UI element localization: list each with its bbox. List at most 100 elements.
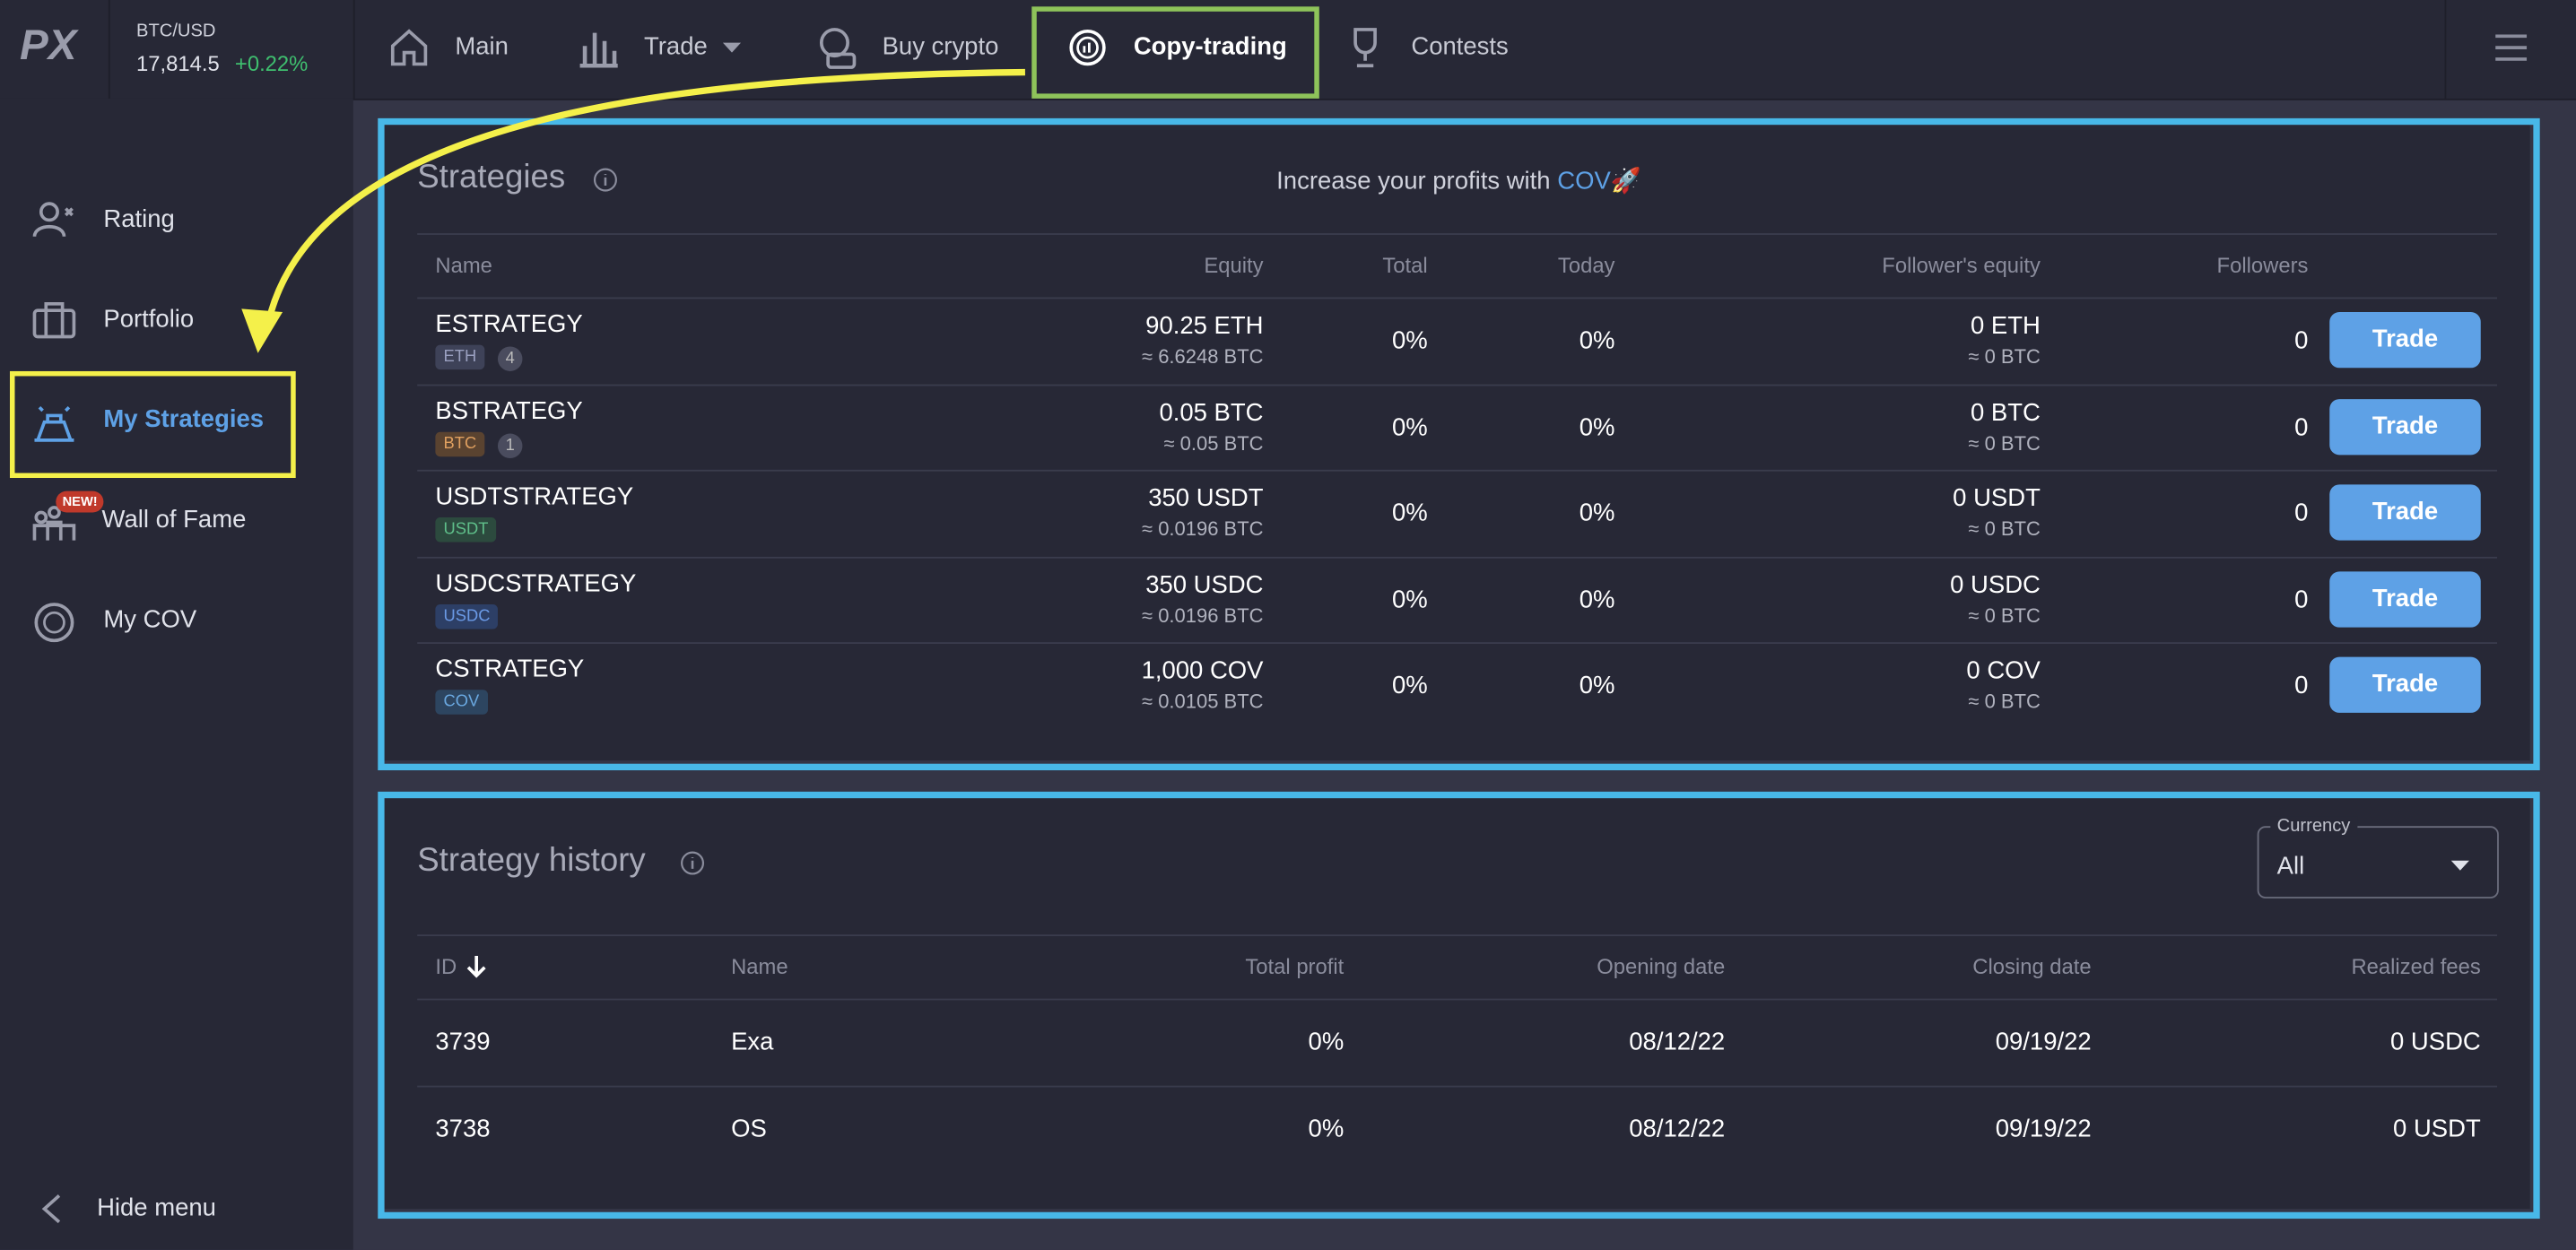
column-header: Closing date — [1972, 954, 2092, 979]
column-header: Name — [731, 954, 788, 979]
buy-icon — [819, 28, 857, 69]
count-badge: 4 — [497, 346, 523, 371]
equity: 350 USDT — [1148, 484, 1264, 513]
trade-button[interactable]: Trade — [2329, 398, 2481, 455]
cup-icon — [1353, 28, 1377, 68]
strategy-name[interactable]: USDTSTRATEGY — [435, 482, 634, 511]
info-icon — [681, 851, 705, 875]
promo-icon: 🚀 — [1610, 167, 1642, 195]
history-opening-date: 08/12/22 — [1629, 1114, 1726, 1142]
followers: 0 — [2294, 585, 2309, 614]
chart-icon — [579, 32, 618, 68]
column-header: Follower's equity — [1882, 253, 2041, 278]
history-id: 3738 — [435, 1114, 491, 1142]
follower-equity: 0 COV — [1966, 656, 2041, 685]
divider — [2444, 0, 2447, 99]
history-opening-date: 08/12/22 — [1629, 1028, 1726, 1056]
equity-btc: ≈ 0.0196 BTC — [1142, 516, 1264, 541]
row-divider — [417, 297, 2498, 299]
strategy-name[interactable]: CSTRATEGY — [435, 655, 585, 683]
sidebar-item[interactable]: Portfolio — [103, 305, 195, 334]
hide-menu[interactable]: Hide menu — [97, 1194, 216, 1222]
table-divider — [417, 233, 2498, 235]
nav-item[interactable]: Contests — [1411, 32, 1509, 61]
column-header: Total profit — [1245, 954, 1345, 979]
home-icon — [390, 29, 428, 66]
history-id: 3739 — [435, 1028, 491, 1056]
divider — [352, 0, 355, 99]
strategy-name[interactable]: BSTRATEGY — [435, 396, 583, 425]
currency-tag: COV — [435, 690, 488, 715]
total: 0% — [1391, 585, 1428, 614]
info-icon — [593, 168, 617, 192]
column-header: Total — [1382, 253, 1428, 278]
menu-icon[interactable] — [2495, 34, 2528, 61]
currency-tag: USDC — [435, 603, 499, 629]
nav-item[interactable]: Trade — [643, 32, 708, 61]
currency-tag: BTC — [435, 430, 485, 456]
total: 0% — [1391, 412, 1428, 441]
followers: 0 — [2294, 412, 2309, 441]
rating-icon — [32, 202, 74, 238]
history-name: Exa — [731, 1028, 774, 1056]
strategies-panel — [384, 125, 2530, 761]
today: 0% — [1579, 499, 1615, 527]
sidebar-item[interactable]: My COV — [103, 605, 197, 635]
sidebar-item[interactable]: Rating — [103, 204, 175, 234]
top-bar — [0, 0, 2576, 100]
trade-button[interactable]: Trade — [2329, 656, 2481, 713]
trade-button[interactable]: Trade — [2329, 312, 2481, 369]
strategy-name[interactable]: USDCSTRATEGY — [435, 569, 637, 597]
follower-equity: 0 BTC — [1971, 398, 2041, 427]
row-divider — [417, 383, 2498, 386]
caret-icon — [2450, 860, 2469, 871]
history-name: OS — [731, 1114, 767, 1142]
equity: 0.05 BTC — [1159, 398, 1264, 427]
promo-link[interactable]: COV — [1557, 167, 1611, 195]
highlight-box — [378, 117, 2540, 771]
currency-value: All — [2276, 852, 2305, 881]
new-badge: NEW! — [56, 490, 104, 513]
trade-button[interactable]: Trade — [2329, 484, 2481, 541]
column-header: Name — [435, 253, 492, 278]
followers: 0 — [2294, 326, 2309, 355]
total: 0% — [1391, 672, 1428, 700]
caret-icon — [722, 42, 742, 53]
logo[interactable]: PX — [19, 19, 77, 69]
cov-icon — [34, 603, 74, 643]
strategy-name[interactable]: ESTRATEGY — [435, 310, 583, 339]
history-closing-date: 09/19/22 — [1995, 1028, 2092, 1056]
ticker-price: 17,814.5 — [136, 50, 220, 76]
today: 0% — [1579, 585, 1615, 614]
panel-title: Strategies — [417, 159, 566, 195]
count-badge: 1 — [497, 432, 523, 458]
nav-item[interactable]: Buy crypto — [882, 32, 999, 61]
sidebar-item[interactable]: Wall of Fame — [101, 506, 247, 534]
column-header[interactable]: ID — [435, 954, 457, 979]
nav-item[interactable]: Main — [455, 32, 509, 61]
column-header: Opening date — [1597, 954, 1726, 979]
highlight-box — [378, 791, 2540, 1220]
sort-icon[interactable] — [466, 956, 486, 979]
currency-tag: ETH — [435, 344, 485, 370]
nav-item[interactable]: Copy-trading — [1133, 32, 1287, 61]
row-divider — [417, 556, 2498, 558]
follower-equity-btc: ≈ 0 BTC — [1968, 344, 2041, 369]
currency-select[interactable] — [2257, 826, 2499, 898]
today: 0% — [1579, 672, 1615, 700]
follower-equity: 0 USDT — [1953, 484, 2041, 513]
equity-btc: ≈ 0.0105 BTC — [1142, 690, 1264, 713]
trade-button[interactable]: Trade — [2329, 570, 2481, 627]
row-divider — [417, 998, 2498, 1001]
row-divider — [417, 642, 2498, 644]
equity-btc: ≈ 6.6248 BTC — [1142, 344, 1264, 369]
history-total-profit: 0% — [1308, 1114, 1345, 1142]
follower-equity: 0 USDC — [1950, 570, 2041, 599]
column-header: Followers — [2216, 253, 2309, 278]
history-realized-fees: 0 USDC — [2389, 1028, 2481, 1056]
sidebar-item[interactable]: My Strategies — [103, 405, 265, 434]
portfolio-icon — [32, 302, 76, 339]
column-header: Realized fees — [2351, 954, 2481, 979]
followers: 0 — [2294, 499, 2309, 527]
